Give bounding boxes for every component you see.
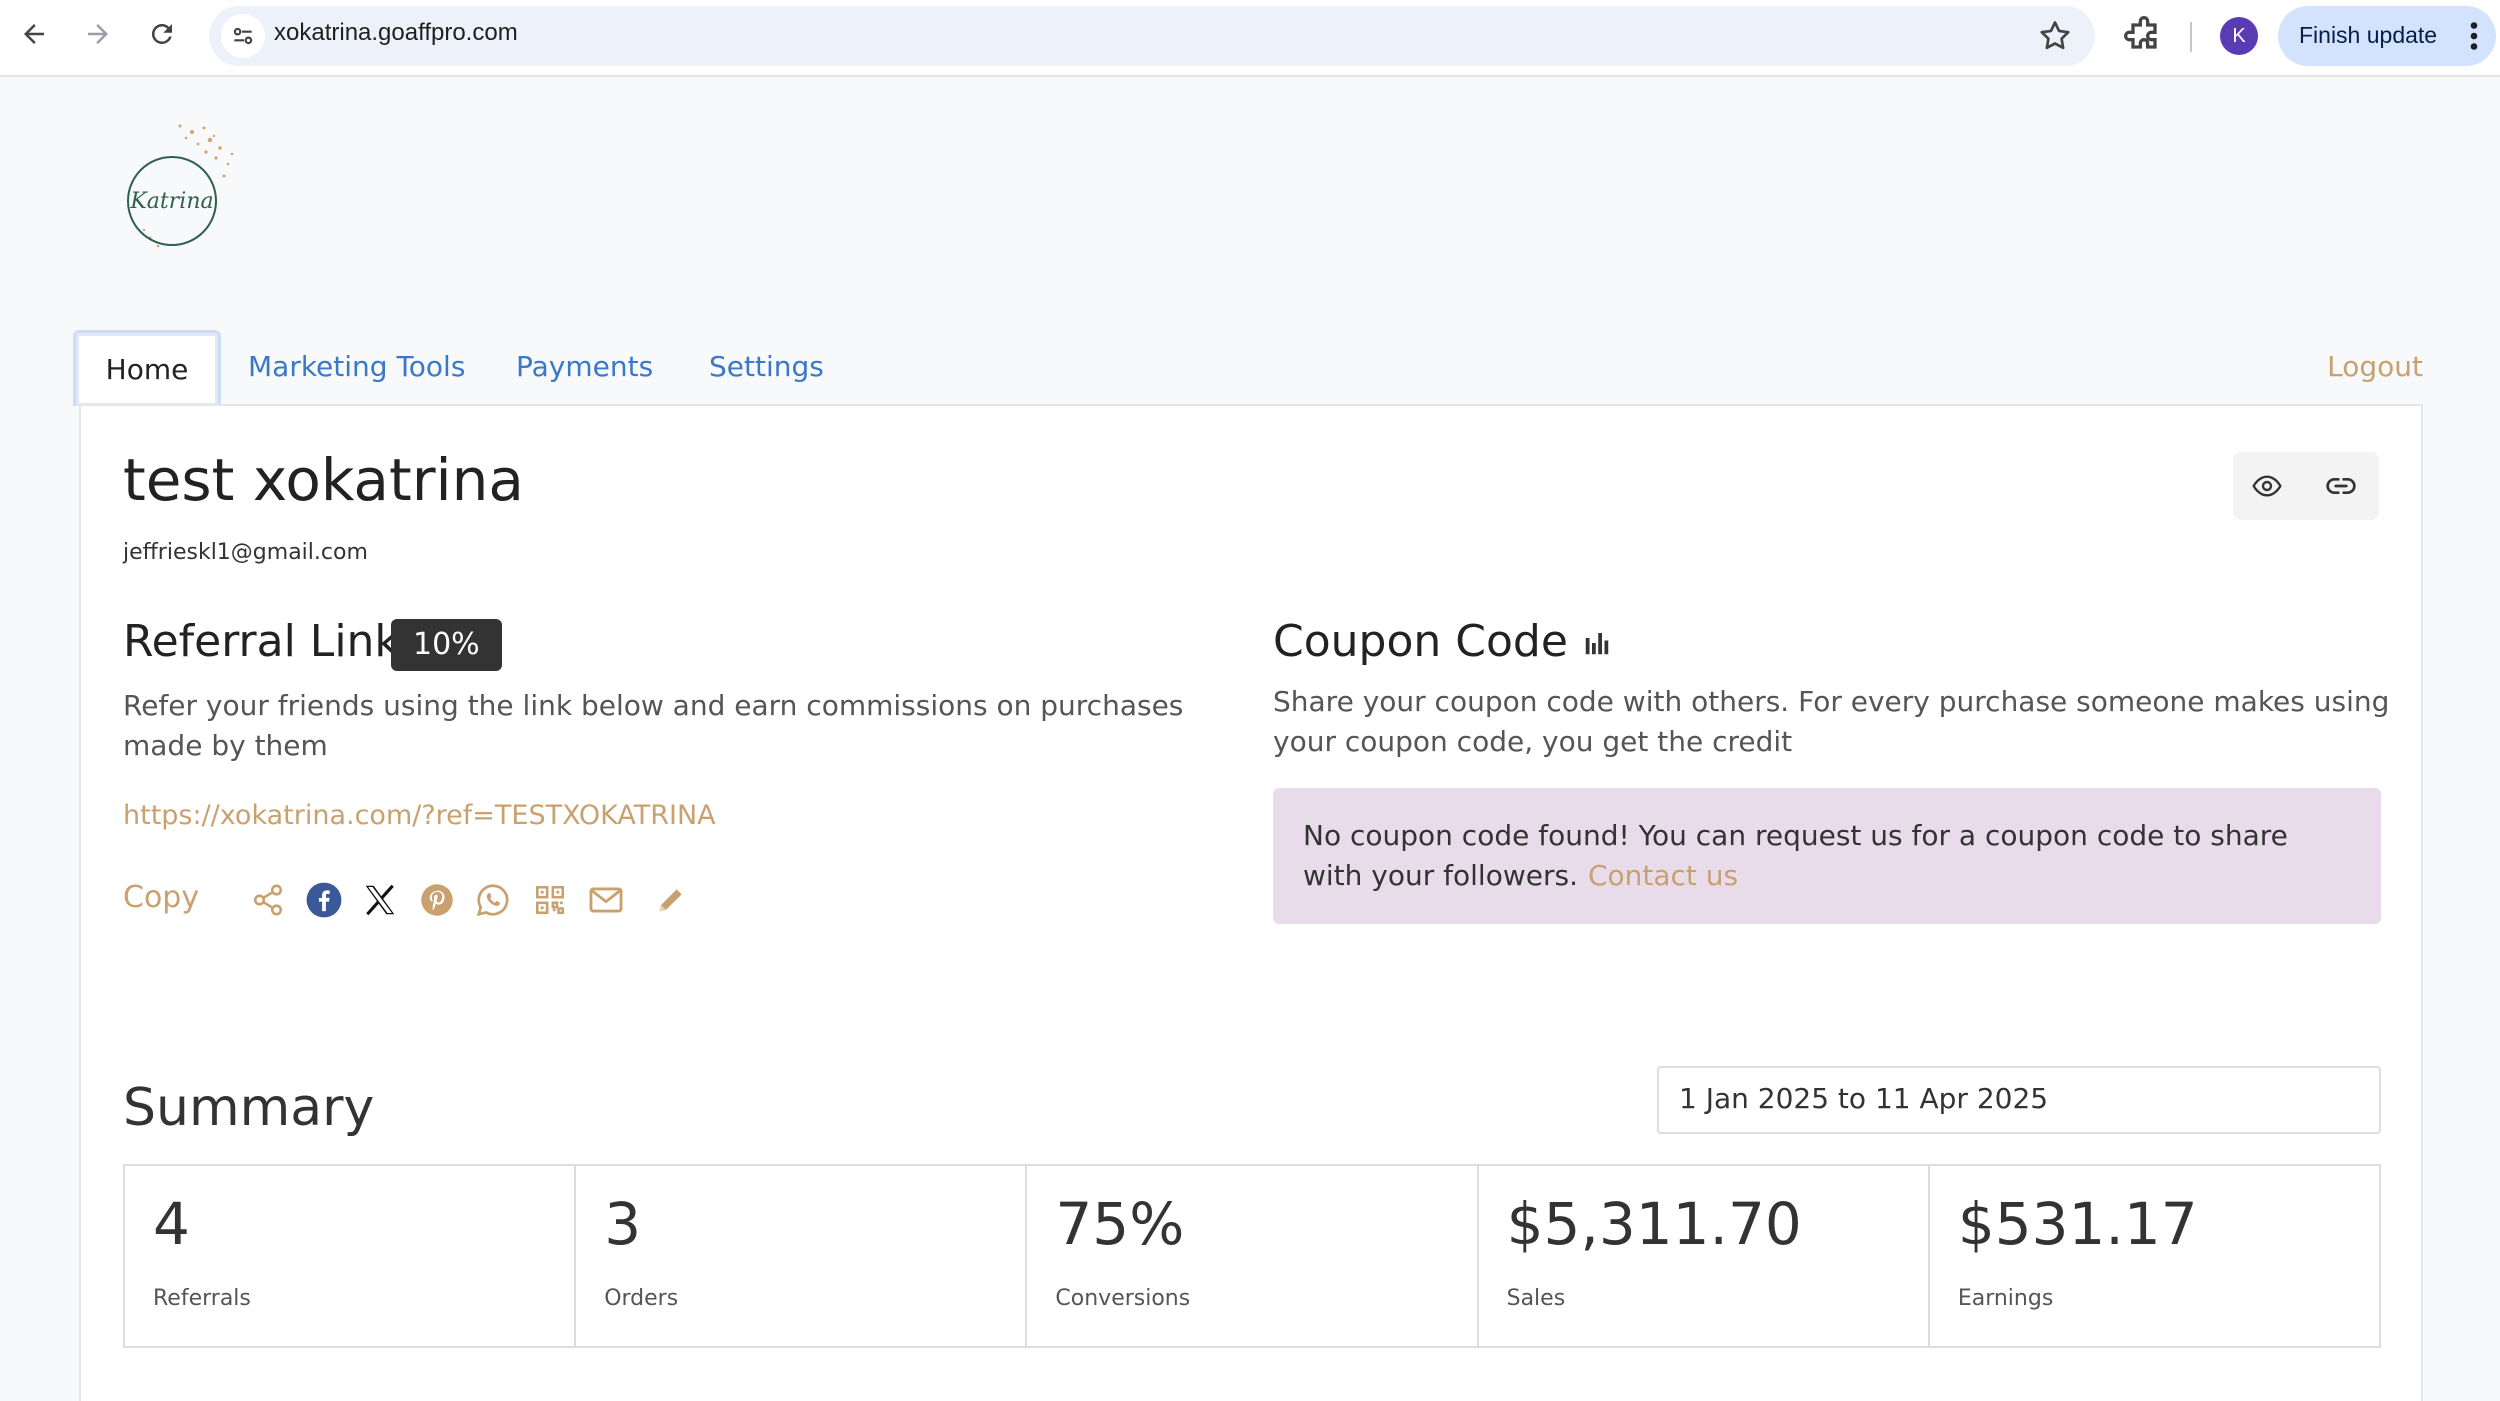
- profile-avatar[interactable]: K: [2220, 17, 2258, 55]
- stat-label: Referrals: [153, 1286, 251, 1311]
- user-email: jeffrieskl1@gmail.com: [123, 540, 368, 565]
- site-settings-icon[interactable]: [221, 14, 265, 58]
- stat-orders: 3 Orders: [576, 1166, 1028, 1346]
- stat-value: 75%: [1055, 1190, 1185, 1258]
- stat-earnings: $531.17 Earnings: [1930, 1166, 2379, 1346]
- stat-referrals: 4 Referrals: [125, 1166, 577, 1346]
- url-text: xokatrina.goaffpro.com: [274, 19, 518, 46]
- finish-update-label: Finish update: [2299, 22, 2438, 48]
- reload-button[interactable]: [140, 12, 184, 56]
- contact-us-link[interactable]: Contact us: [1587, 859, 1739, 892]
- pencil-icon[interactable]: [651, 880, 691, 920]
- stat-value: 4: [153, 1190, 190, 1258]
- stat-label: Sales: [1506, 1286, 1566, 1311]
- stat-label: Earnings: [1957, 1286, 2054, 1311]
- katrina-logo[interactable]: Katrina: [120, 118, 250, 258]
- arrow-right-icon: [88, 24, 108, 44]
- eye-icon[interactable]: [2247, 466, 2287, 506]
- svg-text:Katrina: Katrina: [129, 189, 213, 214]
- page-title: test xokatrina: [123, 446, 524, 514]
- bookmark-star-icon[interactable]: [2037, 18, 2073, 54]
- share-icon[interactable]: [248, 880, 288, 920]
- x-icon[interactable]: [360, 880, 400, 920]
- stat-value: 3: [604, 1190, 642, 1258]
- summary-stats: 4 Referrals 3 Orders 75% Conversions $5,…: [123, 1164, 2381, 1348]
- summary-heading: Summary: [123, 1078, 375, 1138]
- finish-update-button[interactable]: Finish update: [2278, 6, 2496, 66]
- stat-value: $531.17: [1957, 1190, 2198, 1258]
- link-icon[interactable]: [2321, 466, 2361, 506]
- browser-toolbar: xokatrina.goaffpro.com K Finish update: [0, 0, 2500, 77]
- arrow-left-icon: [24, 24, 44, 44]
- referral-link-heading: Referral Link: [123, 616, 400, 667]
- coupon-code-title: Coupon Code: [1273, 616, 1568, 667]
- referral-description: Refer your friends using the link below …: [123, 689, 1184, 762]
- alert-text: No coupon code found! You can request us…: [1303, 819, 2288, 892]
- stat-value: $5,311.70: [1506, 1190, 1802, 1258]
- tab-payments[interactable]: Payments: [516, 350, 654, 383]
- email-icon[interactable]: [586, 880, 626, 920]
- dashboard-card: test xokatrina jeffrieskl1@gmail.com Ref…: [79, 404, 2423, 1401]
- stat-sales: $5,311.70 Sales: [1479, 1166, 1930, 1346]
- tab-marketing-tools[interactable]: Marketing Tools: [248, 350, 466, 383]
- back-button[interactable]: [12, 12, 56, 56]
- coupon-code-heading: Coupon Code: [1273, 616, 1612, 667]
- copy-button[interactable]: Copy: [123, 880, 200, 915]
- stat-label: Orders: [604, 1286, 679, 1311]
- tab-settings[interactable]: Settings: [709, 350, 824, 383]
- no-coupon-alert: No coupon code found! You can request us…: [1273, 788, 2381, 924]
- toolbar-divider: [2190, 22, 2192, 52]
- profile-actions: [2233, 452, 2379, 520]
- facebook-icon[interactable]: [304, 880, 344, 920]
- reload-icon: [151, 23, 172, 44]
- date-range-picker[interactable]: 1 Jan 2025 to 11 Apr 2025: [1657, 1066, 2381, 1134]
- stat-label: Conversions: [1055, 1286, 1191, 1311]
- extensions-icon[interactable]: [2122, 14, 2166, 58]
- share-toolbar: Copy: [123, 876, 763, 926]
- coupon-description: Share your coupon code with others. For …: [1273, 685, 2390, 758]
- nav-tabs: Home Marketing Tools Payments Settings L…: [73, 330, 2423, 406]
- referral-url[interactable]: https://xokatrina.com/?ref=TESTXOKATRINA: [123, 800, 716, 831]
- forward-button[interactable]: [76, 12, 120, 56]
- qr-code-icon[interactable]: [530, 880, 570, 920]
- commission-badge: 10%: [391, 619, 502, 671]
- pinterest-icon[interactable]: [417, 880, 457, 920]
- tab-home[interactable]: Home: [73, 330, 221, 406]
- more-vert-icon[interactable]: [2464, 18, 2484, 54]
- address-bar[interactable]: xokatrina.goaffpro.com: [209, 6, 2095, 66]
- bar-chart-icon[interactable]: [1582, 628, 1612, 658]
- stat-conversions: 75% Conversions: [1027, 1166, 1479, 1346]
- whatsapp-icon[interactable]: [473, 880, 513, 920]
- logout-link[interactable]: Logout: [2327, 350, 2423, 383]
